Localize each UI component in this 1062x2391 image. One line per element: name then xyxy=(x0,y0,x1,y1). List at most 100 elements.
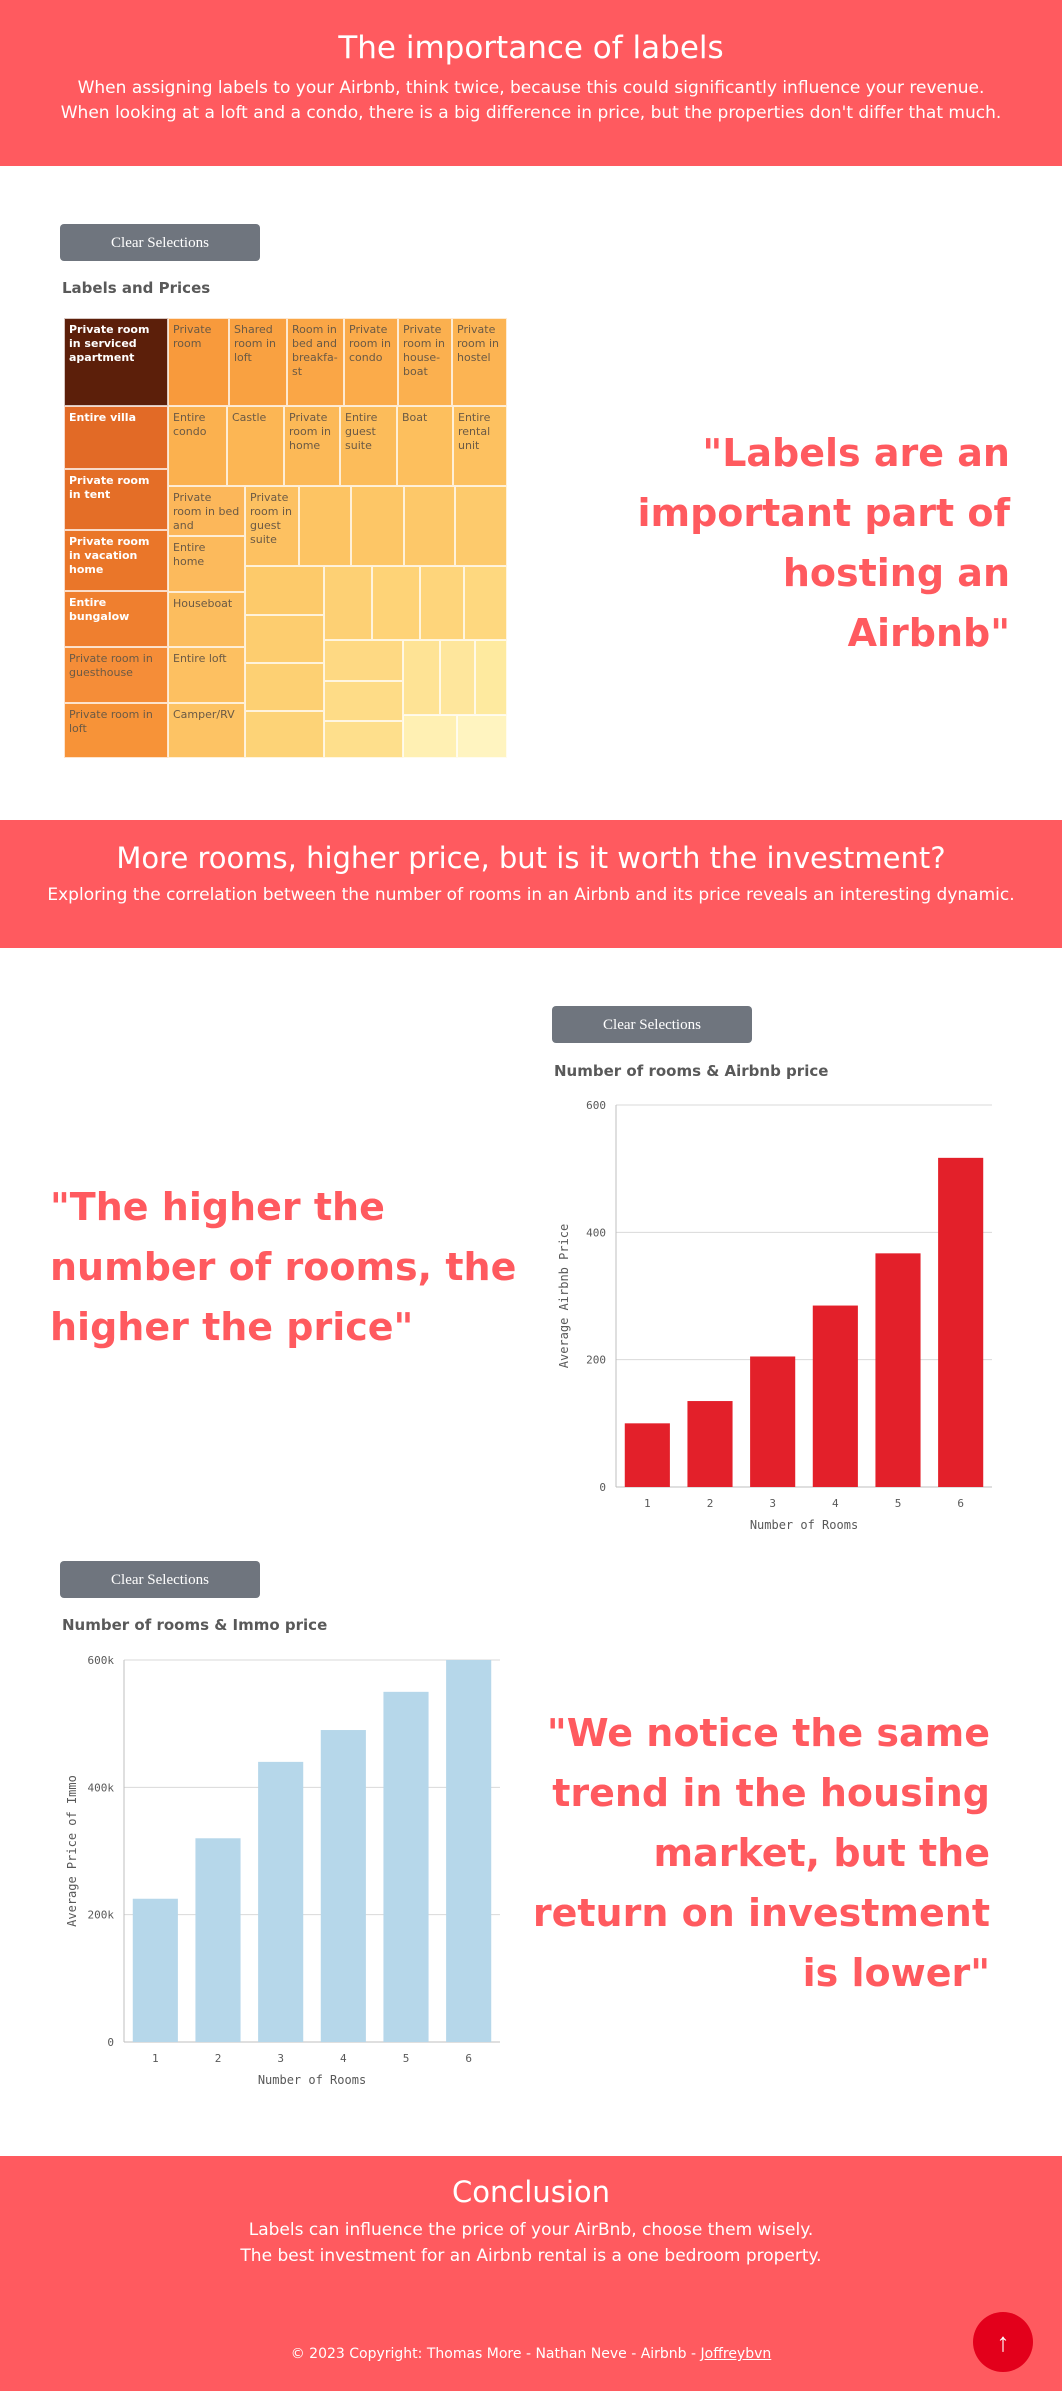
rooms-header-band: More rooms, higher price, but is it wort… xyxy=(0,820,1062,948)
treemap-cell[interactable] xyxy=(403,640,440,715)
bar xyxy=(446,1660,492,2042)
x-tick-label: 5 xyxy=(403,2052,410,2065)
treemap-cell[interactable] xyxy=(403,715,457,758)
treemap-cell[interactable]: Private room xyxy=(168,318,229,406)
clear-selections-button[interactable]: Clear Selections xyxy=(552,1006,752,1043)
treemap-cell[interactable] xyxy=(440,640,475,715)
labels-treemap: Private room in serviced apartment Entir… xyxy=(64,318,507,758)
x-tick-label: 3 xyxy=(769,1497,776,1510)
treemap-cell[interactable]: Private room in loft xyxy=(64,703,168,758)
section-title: The importance of labels xyxy=(338,30,724,66)
y-axis-label: Average Price of Immo xyxy=(65,1775,79,1927)
x-tick-label: 4 xyxy=(340,2052,347,2065)
y-tick-label: 200 xyxy=(586,1354,606,1367)
scroll-to-top-button[interactable]: ↑ xyxy=(973,2312,1033,2372)
treemap-cell[interactable]: Entire loft xyxy=(168,647,245,703)
treemap-cell[interactable] xyxy=(324,640,403,681)
treemap-cell[interactable] xyxy=(455,486,507,566)
treemap-cell[interactable] xyxy=(464,566,507,640)
bar xyxy=(195,1838,241,2042)
y-tick-label: 600 xyxy=(586,1099,606,1112)
treemap-cell[interactable] xyxy=(420,566,464,640)
treemap-cell[interactable]: Private room in hostel xyxy=(452,318,507,406)
chart-title: Number of rooms & Airbnb price xyxy=(554,1062,829,1080)
x-tick-label: 5 xyxy=(895,1497,902,1510)
section-line: Labels can influence the price of your A… xyxy=(248,2220,814,2240)
treemap-cell[interactable]: Houseboat xyxy=(168,592,245,647)
treemap-cell[interactable]: Entire home xyxy=(168,536,245,592)
treemap-cell[interactable]: Private room in home xyxy=(284,406,340,486)
y-tick-label: 400 xyxy=(586,1226,606,1239)
labels-header-band: The importance of labels When assigning … xyxy=(0,0,1062,166)
clear-selections-button[interactable]: Clear Selections xyxy=(60,1561,260,1598)
bar xyxy=(687,1401,733,1487)
treemap-cell[interactable] xyxy=(324,721,403,758)
section-line: When assigning labels to your Airbnb, th… xyxy=(77,78,985,98)
y-tick-label: 0 xyxy=(599,1481,606,1494)
treemap-cell[interactable] xyxy=(475,640,507,715)
chart-title: Number of rooms & Immo price xyxy=(62,1616,328,1634)
x-tick-label: 2 xyxy=(215,2052,222,2065)
y-tick-label: 200k xyxy=(88,1909,115,1922)
copyright-text: © 2023 Copyright: Thomas More - Nathan N… xyxy=(290,2346,697,2362)
x-axis-label: Number of Rooms xyxy=(750,1518,858,1532)
bar xyxy=(750,1356,796,1487)
x-tick-label: 4 xyxy=(832,1497,839,1510)
treemap-cell[interactable] xyxy=(324,681,403,721)
treemap-cell[interactable] xyxy=(324,566,372,640)
y-tick-label: 0 xyxy=(107,2036,114,2049)
immo-price-bar-chart: 0 200k 400k 600k 1 2 3 4 5 6 Number of Rooms Averag… xyxy=(65,1654,500,2087)
treemap-cell[interactable]: Shared room in loft xyxy=(229,318,287,406)
section-title: Conclusion xyxy=(451,2175,611,2209)
treemap-cell[interactable]: Room in bed and breakfa-st xyxy=(287,318,344,406)
treemap-cell[interactable]: Private room in serviced apartment xyxy=(64,318,168,406)
treemap-cell[interactable] xyxy=(351,486,404,566)
treemap-cell[interactable]: Boat xyxy=(397,406,453,486)
author-link[interactable]: Joffreybvn xyxy=(700,2346,772,2362)
arrow-up-icon: ↑ xyxy=(996,2327,1010,2357)
section-line: When looking at a loft and a condo, ther… xyxy=(60,103,1002,123)
clear-selections-button[interactable]: Clear Selections xyxy=(60,224,260,261)
treemap-cell[interactable] xyxy=(245,615,324,663)
treemap-cell[interactable]: Private room in guesthouse xyxy=(64,647,168,703)
treemap-cell[interactable] xyxy=(404,486,455,566)
section-line: The best investment for an Airbnb rental… xyxy=(240,2246,822,2266)
bar xyxy=(383,1691,429,2042)
bar xyxy=(258,1761,304,2042)
treemap-cell[interactable] xyxy=(372,566,420,640)
treemap-cell[interactable]: Castle xyxy=(227,406,284,486)
y-tick-label: 400k xyxy=(88,1781,115,1794)
x-tick-label: 2 xyxy=(707,1497,714,1510)
treemap-cell[interactable]: Entire bungalow xyxy=(64,591,168,647)
bar xyxy=(132,1898,178,2042)
treemap-cell[interactable]: Private room in tent xyxy=(64,469,168,530)
treemap-cell[interactable]: Private room in vacation home xyxy=(64,530,168,591)
treemap-cell[interactable]: Private room in bed and breakf... xyxy=(168,486,245,536)
conclusion-band: Conclusion Labels can influence the pric… xyxy=(0,2156,1062,2391)
y-tick-label: 600k xyxy=(88,1654,115,1667)
treemap-cell[interactable] xyxy=(245,663,324,711)
treemap-cell[interactable] xyxy=(245,711,324,758)
x-tick-label: 3 xyxy=(277,2052,284,2065)
treemap-cell[interactable] xyxy=(245,566,324,615)
airbnb-price-bar-chart: 0 200 400 600 1 2 3 4 5 6 Number of Rooms Average A… xyxy=(557,1099,992,1532)
quote-labels: "Labels are an important part of hosting… xyxy=(637,431,1010,655)
treemap-cell[interactable]: Private room in condo xyxy=(344,318,398,406)
treemap-cell[interactable]: Entire condo xyxy=(168,406,227,486)
treemap-cell[interactable]: Private room in guest suite xyxy=(245,486,299,566)
bar xyxy=(938,1157,984,1487)
treemap-cell[interactable]: Private room in house-boat xyxy=(398,318,452,406)
treemap-cell[interactable]: Entire guest suite xyxy=(340,406,397,486)
section-line: Exploring the correlation between the nu… xyxy=(47,885,1015,905)
treemap-cell[interactable]: Entire villa xyxy=(64,406,168,469)
treemap-cell[interactable]: Camper/RV xyxy=(168,703,245,758)
quote-rooms: "The higher the number of rooms, the hig… xyxy=(50,1185,517,1349)
treemap-cell[interactable]: Entire rental unit xyxy=(453,406,507,486)
x-axis-label: Number of Rooms xyxy=(258,2073,366,2087)
x-tick-label: 6 xyxy=(957,1497,964,1510)
bar xyxy=(320,1730,366,2042)
treemap-cell[interactable] xyxy=(299,486,351,566)
x-tick-label: 6 xyxy=(465,2052,472,2065)
quote-housing: "We notice the same trend in the housing… xyxy=(532,1711,990,1995)
treemap-cell[interactable] xyxy=(457,715,507,758)
